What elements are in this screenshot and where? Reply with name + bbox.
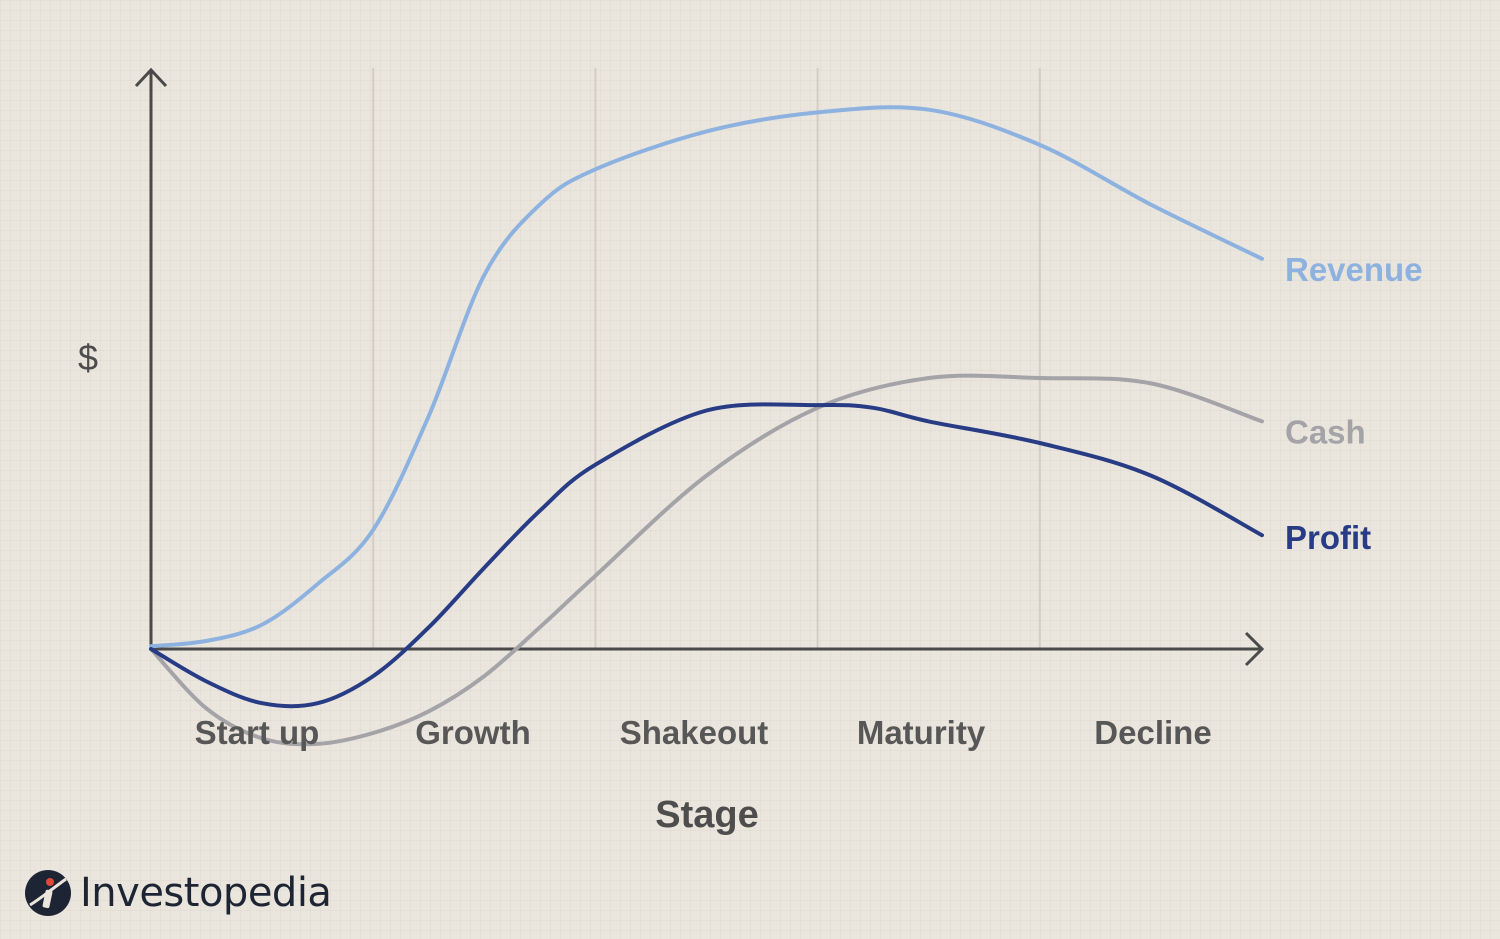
stage-label-start-up: Start up — [195, 714, 320, 751]
stage-dividers — [372, 68, 1041, 649]
series-line-revenue — [149, 105, 1264, 649]
series-label-profit: Profit — [1285, 519, 1371, 556]
stage-labels: Start up Growth Shakeout Maturity Decline — [195, 714, 1212, 751]
stage-label-decline: Decline — [1094, 714, 1211, 751]
series-line-cash — [149, 373, 1264, 747]
stage-label-shakeout: Shakeout — [620, 714, 769, 751]
x-axis-arrow — [1244, 631, 1265, 667]
y-axis-arrow — [134, 67, 168, 88]
stage-label-growth: Growth — [415, 714, 530, 751]
series-line-profit — [149, 402, 1264, 709]
x-axis-label: Stage — [655, 794, 758, 836]
investopedia-logo: Investopedia — [24, 866, 332, 920]
series-label-revenue: Revenue — [1285, 251, 1423, 288]
series-lines — [149, 105, 1264, 747]
y-axis-label: $ — [78, 337, 98, 378]
brand-name: Investopedia — [80, 870, 332, 916]
series-labels: Revenue Cash Profit — [1285, 251, 1423, 556]
axes — [134, 67, 1265, 667]
stage-label-maturity: Maturity — [857, 714, 986, 751]
series-label-cash: Cash — [1285, 413, 1366, 450]
investopedia-i-icon — [25, 870, 71, 916]
